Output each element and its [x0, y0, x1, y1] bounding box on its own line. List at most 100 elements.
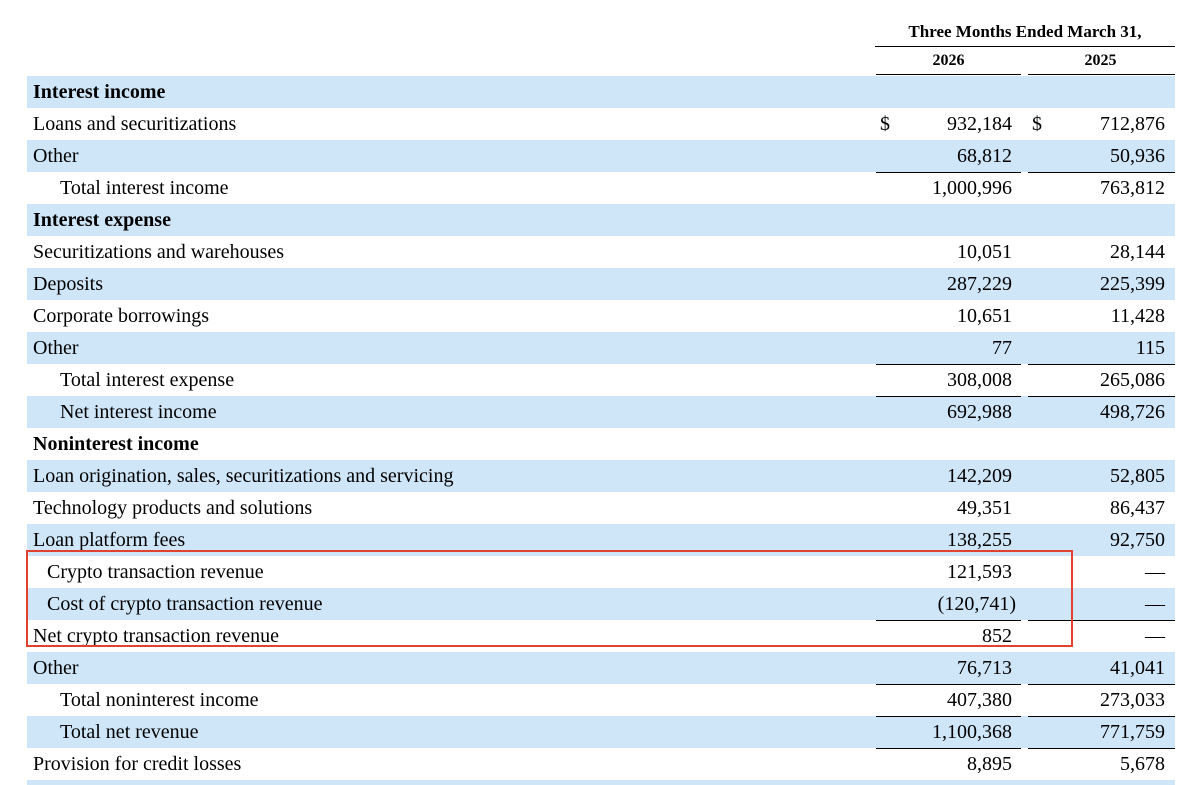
value-2026: 76,713 — [957, 657, 1012, 679]
table-row: Total interest income 1,000,996 763,812 — [27, 172, 1175, 204]
value-2026: 308,008 — [947, 369, 1012, 391]
value-2026: 8,895 — [967, 753, 1012, 775]
value-2025: 41,041 — [1110, 657, 1165, 679]
row-label: Total noninterest income — [60, 689, 259, 711]
table-row: Technology products and solutions 49,351 8… — [27, 492, 1175, 524]
value-2025: 763,812 — [1100, 177, 1165, 199]
subtotal-rule — [1028, 396, 1175, 397]
subtotal-rule — [876, 620, 1021, 621]
value-2026: 138,255 — [947, 529, 1012, 551]
table-row: Other 68,812 50,936 — [27, 140, 1175, 172]
value-2026: 1,000,996 — [932, 177, 1012, 199]
row-label: Provision for credit losses — [33, 753, 242, 775]
table-row: Other 76,713 41,041 — [27, 652, 1175, 684]
value-2025: 52,805 — [1110, 465, 1165, 487]
row-label: Net crypto transaction revenue — [33, 625, 280, 647]
year-2025-header: 2025 — [1084, 52, 1117, 69]
value-2026: 10,051 — [957, 241, 1012, 263]
subtotal-rule — [876, 364, 1021, 365]
value-2026: 49,351 — [957, 497, 1012, 519]
value-2026: 77 — [992, 337, 1012, 359]
year-2026-underline — [876, 74, 1021, 75]
subtotal-rule — [1028, 716, 1175, 717]
row-label: Loans and securitizations — [33, 113, 237, 135]
value-2025: — — [1145, 625, 1165, 647]
subtotal-rule — [876, 684, 1021, 685]
subtotal-rule — [1028, 684, 1175, 685]
section-heading: Interest expense — [33, 209, 171, 231]
row-label: Other — [33, 337, 79, 359]
table-row: Loan origination, sales, securitizations… — [27, 460, 1175, 492]
table-row: Provision for credit losses 8,895 5,678 — [27, 748, 1175, 780]
currency-symbol: $ — [1032, 113, 1042, 135]
value-2025: — — [1145, 593, 1165, 615]
value-2026: 692,988 — [947, 401, 1012, 423]
row-label: Total net revenue — [60, 721, 199, 743]
subtotal-rule — [876, 748, 1021, 749]
table-row: Total net revenue 1,100,368 771,759 — [27, 716, 1175, 748]
row-label: Crypto transaction revenue — [47, 561, 264, 583]
value-2026: 407,380 — [947, 689, 1012, 711]
table-row: Loans and securitizations $ $932,184 712,87… — [27, 108, 1175, 140]
year-2025-underline — [1028, 74, 1175, 75]
row-label: Securitizations and warehouses — [33, 241, 285, 263]
value-2025: 28,144 — [1110, 241, 1165, 263]
table-row: Interest expense — [27, 204, 1175, 236]
value-2026: 121,593 — [947, 561, 1012, 583]
table-row: Total interest expense 308,008 265,086 — [27, 364, 1175, 396]
row-label: Loan origination, sales, securitizations… — [33, 465, 454, 487]
subtotal-rule — [876, 396, 1021, 397]
value-2025: 771,759 — [1100, 721, 1165, 743]
value-2025: 225,399 — [1100, 273, 1165, 295]
value-2025: 92,750 — [1110, 529, 1165, 551]
table-row: Crypto transaction revenue 121,593 — — [27, 556, 1175, 588]
value-2026: 68,812 — [957, 145, 1012, 167]
table-row: Other 77 115 — [27, 332, 1175, 364]
value-2025: 11,428 — [1110, 305, 1165, 327]
value-2026: 1,100,368 — [932, 721, 1012, 743]
table-row: Interest income — [27, 76, 1175, 108]
row-label: Loan platform fees — [33, 529, 186, 551]
row-label: Total interest income — [60, 177, 229, 199]
currency-symbol: $ — [880, 113, 890, 135]
value-2026: 287,229 — [947, 273, 1012, 295]
table-row: Corporate borrowings 10,651 11,428 — [27, 300, 1175, 332]
row-label: Total interest expense — [60, 369, 235, 391]
period-underline — [875, 46, 1175, 47]
subtotal-rule — [1028, 364, 1175, 365]
value-2026: (120,741) — [937, 593, 1016, 615]
next-row-strip — [27, 780, 1175, 785]
table-row: Securitizations and warehouses 10,051 28,1… — [27, 236, 1175, 268]
subtotal-rule — [1028, 620, 1175, 621]
section-heading: Interest income — [33, 81, 166, 103]
subtotal-rule — [876, 716, 1021, 717]
subtotal-rule — [876, 172, 1021, 173]
income-statement-table: Interest income Loans and securitizations… — [27, 76, 1175, 780]
row-label: Other — [33, 145, 79, 167]
value-2026: 932,184 — [947, 113, 1012, 135]
table-row: Deposits 287,229 225,399 — [27, 268, 1175, 300]
row-label: Net interest income — [60, 401, 217, 423]
value-2025: 115 — [1135, 337, 1165, 359]
table-row: Total noninterest income 407,380 273,033 — [27, 684, 1175, 716]
year-2026-header: 2026 — [932, 52, 965, 69]
value-2025: 50,936 — [1110, 145, 1165, 167]
value-2026: 10,651 — [957, 305, 1012, 327]
value-2025: 5,678 — [1120, 753, 1165, 775]
table-row: Net crypto transaction revenue 852 — — [27, 620, 1175, 652]
value-2025: — — [1145, 561, 1165, 583]
value-2025: 712,876 — [1100, 113, 1165, 135]
value-2025: 265,086 — [1100, 369, 1165, 391]
table-row: Loan platform fees 138,255 92,750 — [27, 524, 1175, 556]
subtotal-rule — [1028, 748, 1175, 749]
value-2025: 86,437 — [1110, 497, 1165, 519]
row-label: Cost of crypto transaction revenue — [47, 593, 323, 615]
period-title: Three Months Ended March 31, — [908, 22, 1142, 41]
value-2025: 273,033 — [1100, 689, 1165, 711]
table-row: Noninterest income — [27, 428, 1175, 460]
row-label: Other — [33, 657, 79, 679]
value-2026: 142,209 — [947, 465, 1012, 487]
subtotal-rule — [1028, 172, 1175, 173]
table-row: Cost of crypto transaction revenue (120,7… — [27, 588, 1175, 620]
value-2025: 498,726 — [1100, 401, 1165, 423]
